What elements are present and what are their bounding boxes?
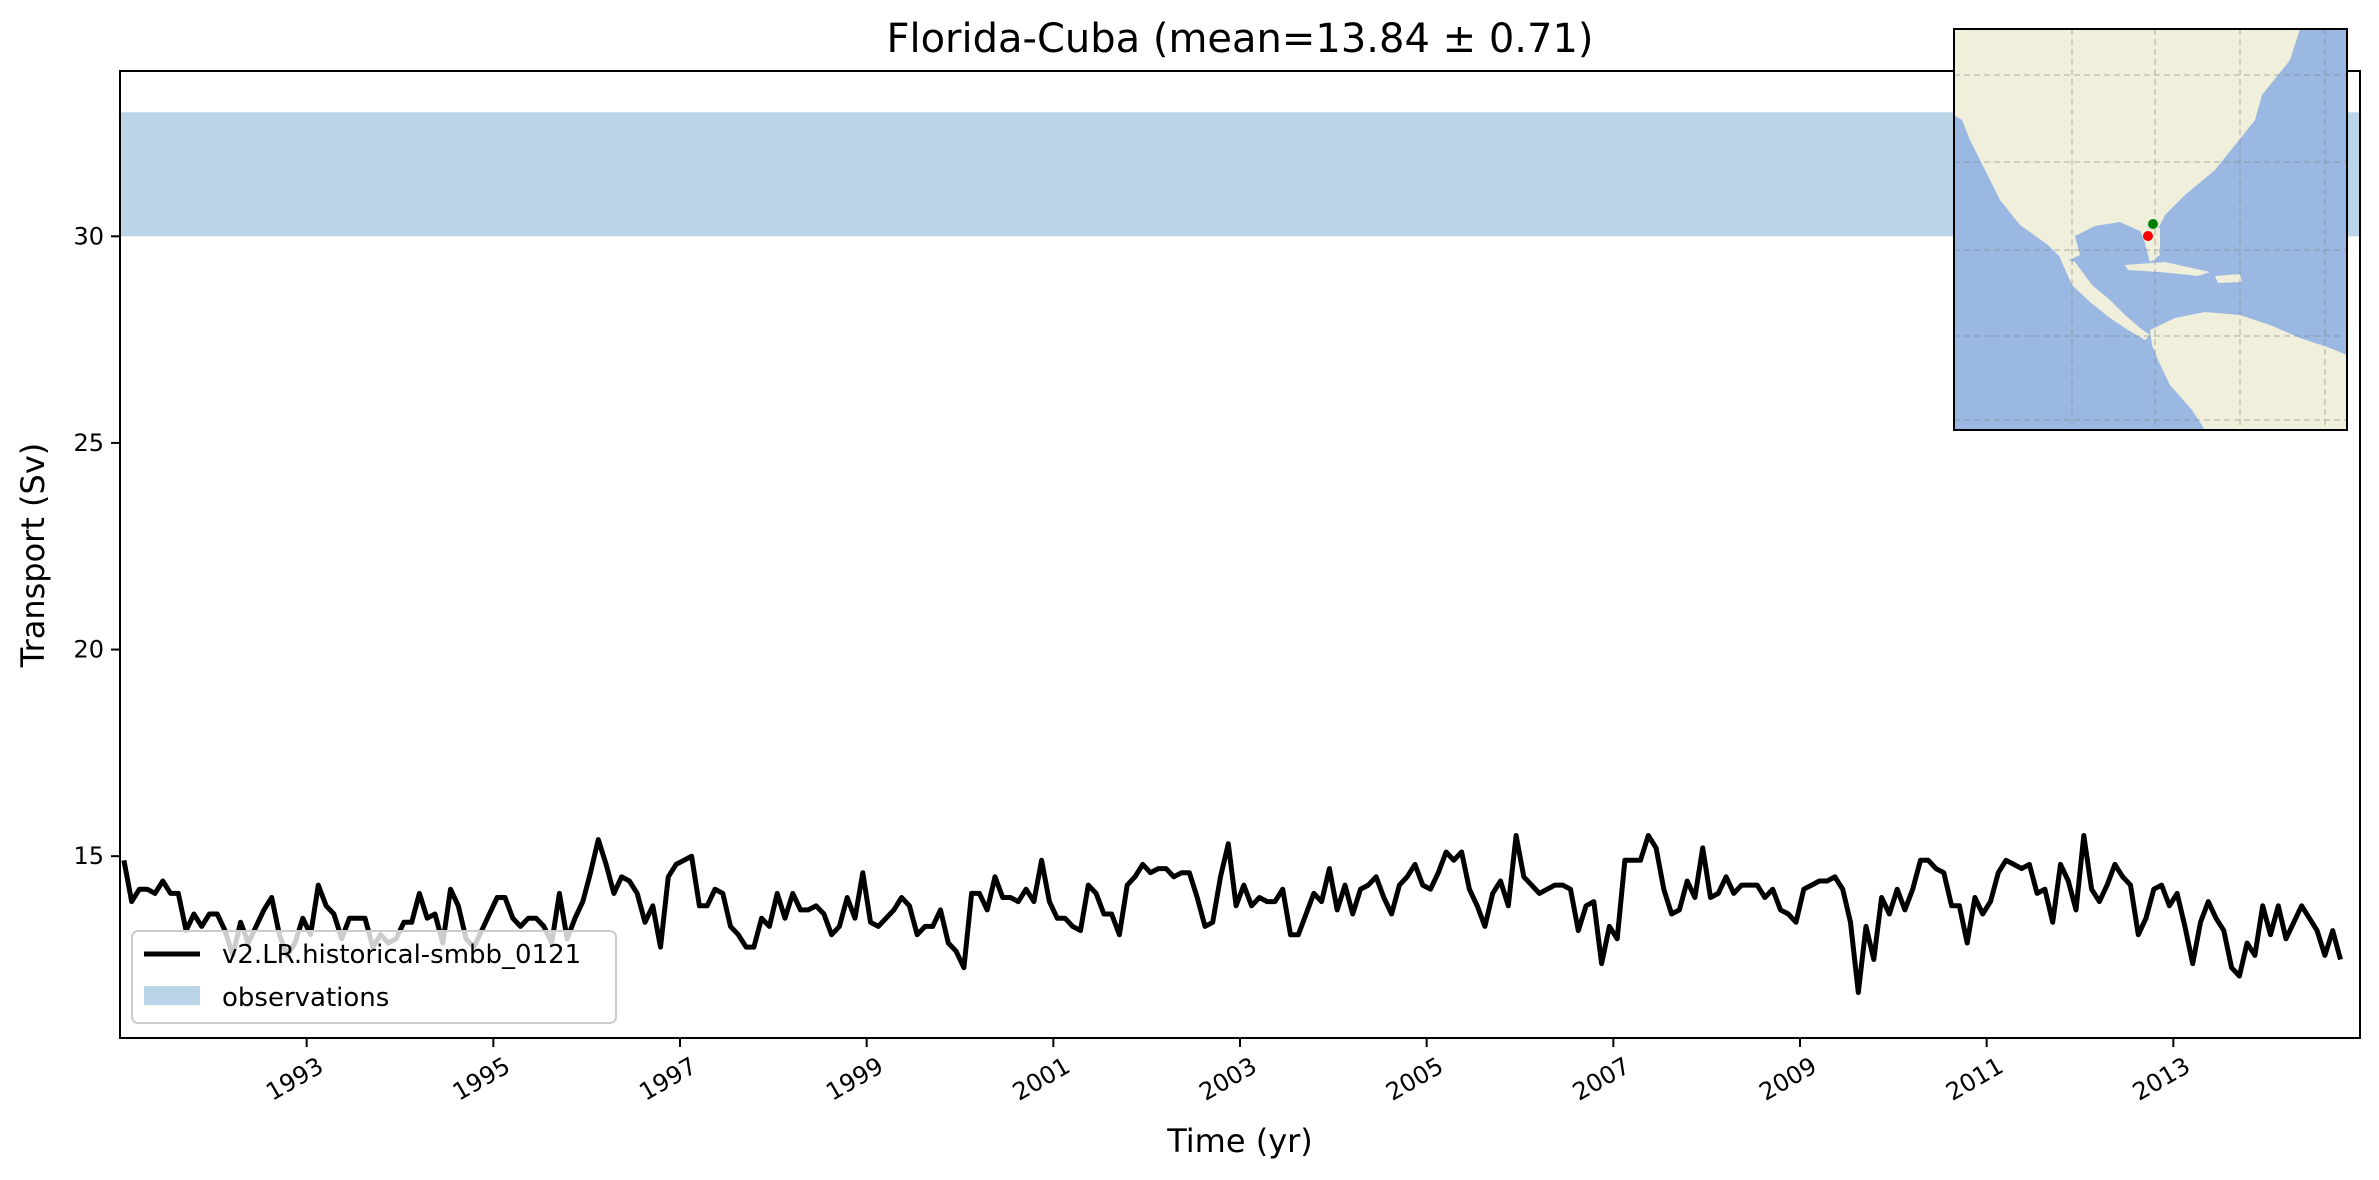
x-tick-label: 2007 [1568, 1052, 1635, 1107]
map-marker-start [2148, 219, 2158, 229]
x-tick-label: 2009 [1755, 1052, 1822, 1107]
y-axis-ticks: 15 20 25 30 [73, 222, 120, 870]
legend-box [131, 930, 617, 1024]
x-axis-label: Time (yr) [1166, 1122, 1313, 1160]
x-tick-label: 1995 [448, 1052, 515, 1107]
y-axis-label: Transport (Sv) [14, 443, 52, 669]
x-tick-label: 1997 [635, 1052, 702, 1107]
map-land-cuba [2125, 262, 2210, 276]
legend: v2.LR.historical-smbb_0121 observations [131, 930, 617, 1024]
chart-title: Florida-Cuba (mean=13.84 ± 0.71) [886, 16, 1593, 62]
x-tick-label: 2001 [1008, 1052, 1075, 1107]
inset-map [1953, 28, 2348, 431]
legend-band-swatch [144, 986, 200, 1005]
map-land-south-america [2150, 312, 2347, 430]
x-tick-label: 2005 [1381, 1052, 1448, 1107]
y-tick-label: 25 [73, 429, 104, 457]
map-land-hispaniola [2215, 274, 2242, 283]
map-land-north-america [1954, 29, 2300, 262]
x-tick-label: 2003 [1195, 1052, 1262, 1107]
map-land-central-america [2060, 258, 2150, 340]
x-tick-label: 2013 [2128, 1052, 2195, 1107]
legend-label-series: v2.LR.historical-smbb_0121 [222, 940, 581, 970]
x-tick-label: 2011 [1941, 1052, 2008, 1107]
inset-map-frame [1953, 28, 2348, 431]
y-tick-label: 30 [73, 222, 104, 250]
y-tick-label: 20 [73, 636, 104, 664]
x-tick-label: 1993 [261, 1052, 328, 1107]
y-tick-label: 15 [73, 842, 104, 870]
series-line-v2-lr-historical-smbb-0121 [121, 833, 2343, 995]
x-axis-ticks: 1993 1995 1997 1999 2001 2003 2005 2007 2009 2011… [261, 1038, 2195, 1106]
legend-label-observations: observations [222, 983, 389, 1013]
map-marker-end [2143, 231, 2153, 241]
x-tick-label: 1999 [821, 1052, 888, 1107]
